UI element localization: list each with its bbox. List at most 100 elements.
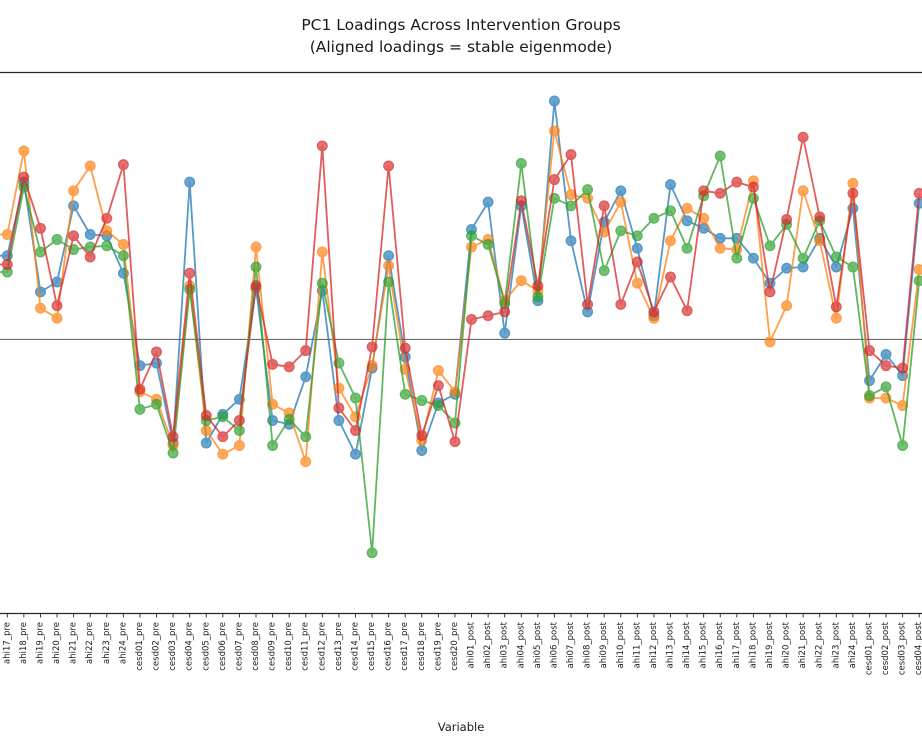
x-tick-label: cesd09_pre [268, 622, 278, 671]
x-tick-label: cesd02_pre [152, 622, 162, 671]
data-point [416, 395, 428, 406]
data-point [665, 205, 676, 217]
data-point [184, 283, 196, 295]
data-point [51, 300, 63, 312]
data-point [847, 187, 859, 199]
data-point [830, 301, 842, 313]
data-point [432, 400, 444, 411]
x-tick-label: ahi08_post [583, 621, 593, 668]
x-tick-label: cesd15_pre [367, 622, 377, 671]
data-point [167, 431, 179, 443]
data-point [797, 252, 809, 264]
data-point [847, 177, 859, 189]
data-point [631, 256, 643, 268]
x-tick-label: cesd03_post [898, 621, 908, 675]
data-point [101, 212, 113, 224]
data-point [84, 229, 96, 240]
data-point [366, 341, 378, 353]
data-point [631, 242, 643, 254]
data-point [250, 241, 262, 253]
chart-subtitle: (Aligned loadings = stable eigenmode) [309, 38, 613, 56]
data-point [300, 371, 312, 383]
data-point [764, 240, 776, 252]
data-point [184, 267, 196, 279]
data-point [764, 286, 776, 298]
data-point [250, 261, 262, 273]
x-tick-label: ahi17_pre [2, 622, 12, 664]
data-point [84, 251, 96, 263]
series-green [0, 150, 922, 559]
data-point [864, 390, 875, 402]
data-point [316, 140, 328, 152]
data-point [383, 250, 395, 262]
x-tick-label: ahi16_post [715, 621, 725, 668]
data-point [383, 260, 395, 272]
x-tick-label: cesd01_post [864, 621, 874, 675]
data-point [880, 360, 892, 372]
data-point [1, 259, 13, 270]
data-point [117, 159, 129, 171]
data-point [897, 440, 909, 451]
x-tick-label: ahi05_post [533, 621, 543, 668]
data-point [217, 411, 229, 423]
data-point [598, 265, 610, 277]
data-point [615, 185, 627, 197]
x-tick-label: cesd10_pre [284, 622, 294, 671]
chart-title: PC1 Loadings Across Intervention Groups [301, 16, 621, 34]
data-point [68, 230, 80, 242]
data-point [665, 271, 676, 283]
x-tick-label: ahi12_post [649, 621, 659, 668]
data-point [333, 382, 345, 394]
x-tick-label: cesd04_post [914, 621, 922, 675]
data-point [781, 214, 793, 225]
data-point [913, 264, 922, 275]
x-tick-label: ahi18_post [748, 621, 758, 668]
data-point [316, 277, 328, 289]
data-point [598, 200, 610, 212]
data-point [383, 276, 395, 288]
data-point [333, 415, 345, 426]
data-point [548, 125, 560, 137]
data-point [665, 179, 676, 191]
data-point [913, 187, 922, 199]
x-tick-label: ahi24_post [848, 621, 858, 668]
data-point [565, 149, 577, 161]
x-tick-label: ahi13_post [666, 621, 676, 668]
data-point [283, 361, 295, 373]
data-point [200, 410, 212, 421]
x-tick-label: ahi23_pre [102, 622, 112, 664]
data-point [350, 448, 361, 460]
data-point [681, 242, 693, 254]
x-tick-label: ahi15_post [699, 621, 709, 668]
data-point [134, 403, 146, 415]
x-tick-label: ahi19_pre [35, 622, 45, 664]
series-red [0, 131, 922, 448]
data-point [283, 413, 295, 425]
x-tick-label: cesd06_pre [218, 622, 228, 671]
data-point [117, 250, 129, 262]
data-point [548, 174, 560, 186]
x-tick-label: cesd03_pre [168, 622, 178, 671]
data-point [18, 145, 30, 157]
data-point [714, 242, 726, 254]
x-tick-label: ahi01_post [467, 621, 477, 668]
data-point [399, 342, 411, 354]
x-tick-label: ahi22_post [815, 621, 825, 668]
data-point [184, 176, 196, 188]
data-point [681, 215, 693, 227]
data-point [582, 298, 594, 310]
data-point [233, 425, 245, 436]
x-tick-label: cesd02_post [881, 621, 891, 675]
data-point [714, 150, 726, 162]
data-point [217, 431, 229, 443]
data-point [350, 425, 361, 436]
data-point [781, 262, 793, 274]
data-point [714, 187, 726, 199]
data-point [151, 398, 162, 410]
data-point [300, 456, 312, 468]
x-tick-label: ahi11_post [632, 621, 642, 668]
data-point [681, 305, 693, 317]
data-point [747, 181, 759, 193]
x-tick-label: ahi21_post [798, 621, 808, 668]
